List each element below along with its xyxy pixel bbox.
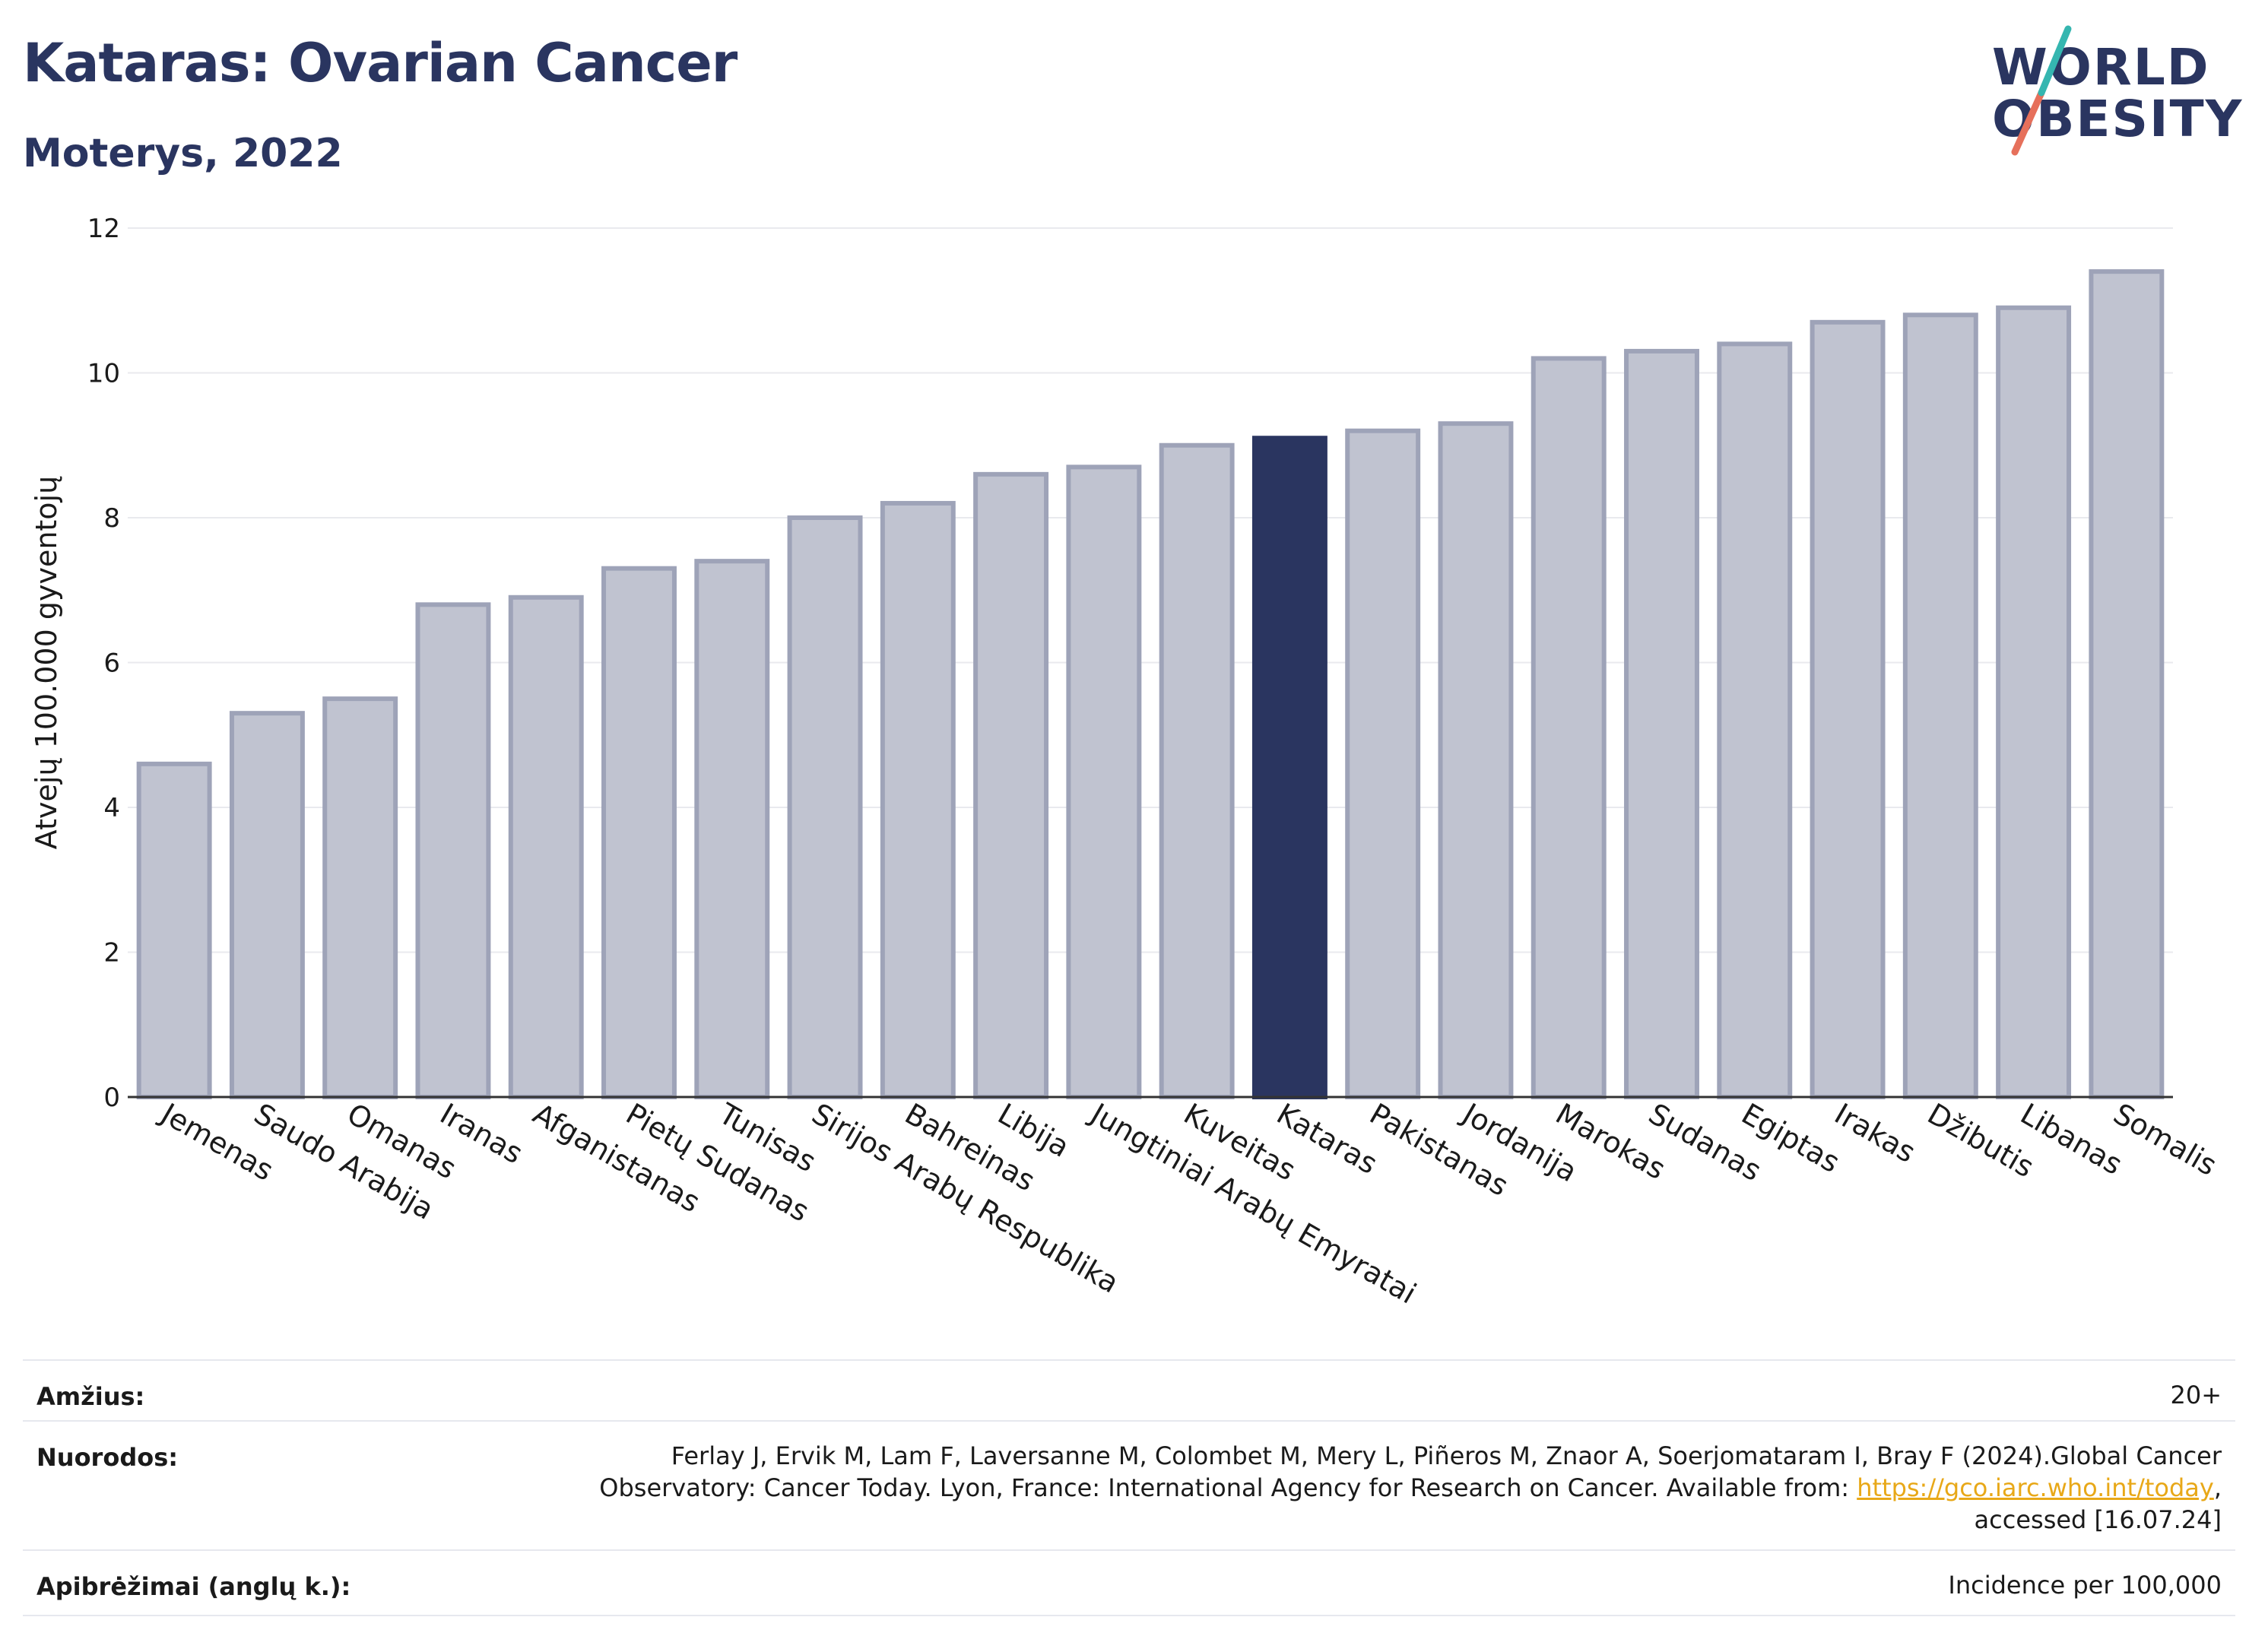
age-label: Amžius: <box>36 1382 145 1411</box>
y-tick-label: 10 <box>87 359 120 389</box>
bar <box>694 559 770 1099</box>
bar <box>1531 356 1607 1099</box>
bar <box>1624 348 1699 1099</box>
bar <box>973 471 1049 1099</box>
y-tick-label: 2 <box>103 938 120 969</box>
logo-slash-icon <box>2011 25 2072 156</box>
bar <box>1159 442 1235 1099</box>
y-tick-label: 12 <box>87 214 120 244</box>
references-line-2-suffix: , <box>2213 1473 2222 1502</box>
bar <box>1717 341 1793 1099</box>
references-line-3: accessed [16.07.24] <box>1974 1505 2222 1534</box>
bar <box>229 711 305 1099</box>
y-tick-label: 6 <box>103 648 120 679</box>
logo-line-1: WORLD <box>1992 38 2210 97</box>
bar <box>1345 428 1421 1099</box>
y-tick-label: 8 <box>103 503 120 534</box>
y-tick-label: 0 <box>103 1083 120 1113</box>
world-obesity-logo: WORLD OBESITY <box>1992 23 2241 160</box>
x-tick-label: Libanas <box>2015 1097 2128 1181</box>
references-label: Nuorodos: <box>36 1443 179 1472</box>
age-value: 20+ <box>2170 1381 2222 1409</box>
bar <box>322 696 398 1099</box>
references-line-2-text: Observatory: Cancer Today. Lyon, France:… <box>599 1473 1857 1502</box>
references-line-2: Observatory: Cancer Today. Lyon, France:… <box>599 1472 2222 1504</box>
references-link[interactable]: https://gco.iarc.who.int/today <box>1857 1473 2214 1502</box>
info-row-definitions: Apibrėžimai (anglų k.): Incidence per 10… <box>23 1549 2235 1616</box>
logo-line-2: OBESITY <box>1992 90 2244 148</box>
bar <box>136 761 212 1099</box>
definitions-label: Apibrėžimai (anglų k.): <box>36 1572 351 1601</box>
definitions-value: Incidence per 100,000 <box>1948 1571 2222 1600</box>
chart-title: Kataras: Ovarian Cancer <box>23 32 738 94</box>
bar <box>787 515 863 1099</box>
y-axis-label: Atvejų 100.000 gyventojų <box>30 476 63 849</box>
bar <box>1902 312 1978 1099</box>
bar <box>880 500 956 1099</box>
x-tick-label: Irakas <box>1829 1097 1921 1169</box>
references-value: Ferlay J, Ervik M, Lam F, Laversanne M, … <box>599 1440 2222 1536</box>
bar <box>2089 269 2165 1099</box>
info-row-references: Nuorodos: Ferlay J, Ervik M, Lam F, Lave… <box>23 1420 2235 1551</box>
bar <box>1810 319 1886 1099</box>
bar <box>601 566 677 1099</box>
bar <box>1066 465 1142 1099</box>
bar <box>415 602 491 1099</box>
bar <box>508 595 584 1099</box>
chart-subtitle: Moterys, 2022 <box>23 131 343 176</box>
x-tick-label: Džibutis <box>1922 1097 2040 1184</box>
info-row-age: Amžius: 20+ <box>23 1359 2235 1422</box>
references-line-1: Ferlay J, Ervik M, Lam F, Laversanne M, … <box>671 1441 2222 1470</box>
bar <box>1251 436 1328 1099</box>
y-tick-label: 4 <box>103 793 120 823</box>
bar <box>1438 421 1514 1099</box>
x-tick-label: Somalis <box>2108 1097 2222 1182</box>
bar <box>1996 305 2072 1099</box>
